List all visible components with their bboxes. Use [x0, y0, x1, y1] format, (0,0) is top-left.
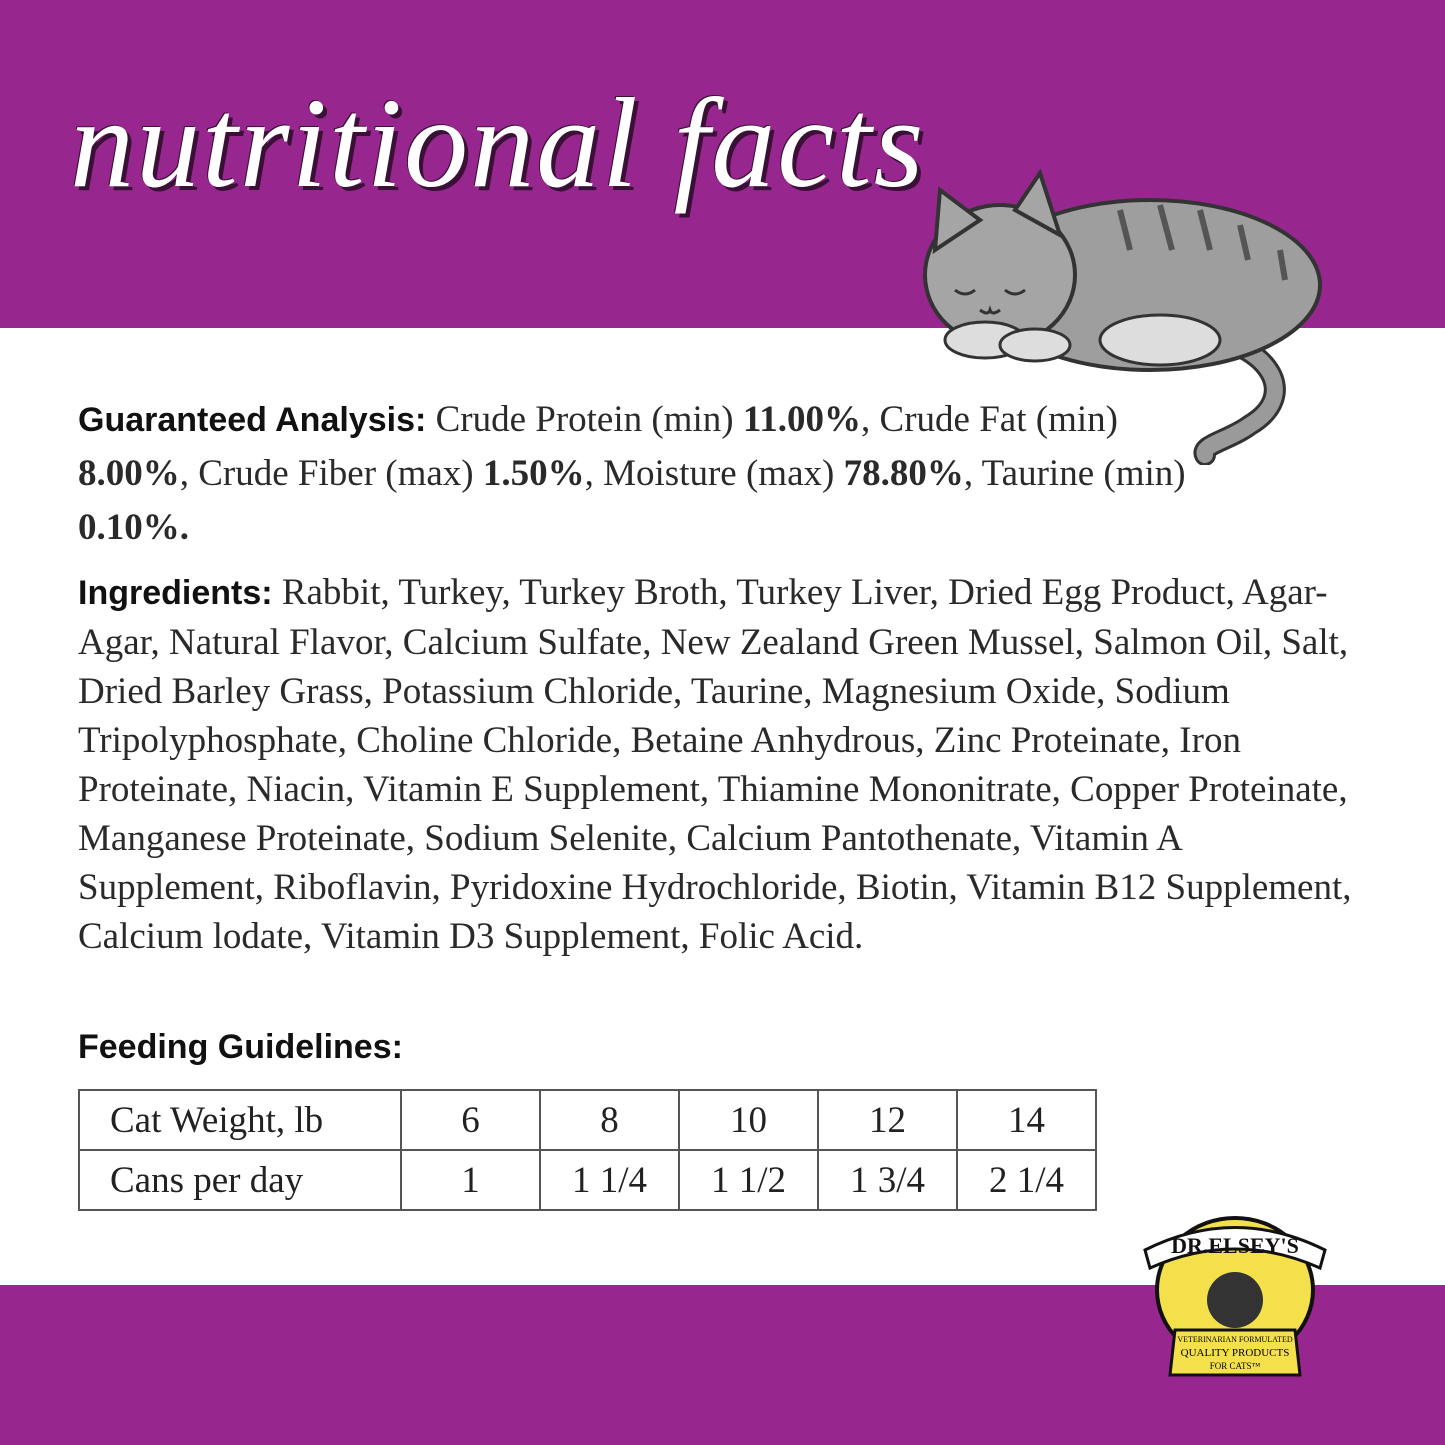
value: 8.00% [78, 453, 180, 494]
value: 11.00% [742, 399, 862, 440]
value: 0.10%. [78, 507, 189, 548]
logo-tagline: VETERINARIAN FORMULATED [1177, 1335, 1293, 1344]
feeding-title: Feeding Guidelines: [78, 1028, 403, 1066]
table-cell: 1 1/4 [539, 1149, 680, 1211]
title: nutritional facts [70, 72, 926, 214]
nutrient: , Crude Fiber (max) [179, 453, 483, 494]
table-cell: 1 3/4 [817, 1149, 958, 1211]
cat-illustration [923, 168, 1322, 465]
table-cell: 10 [678, 1089, 819, 1151]
guaranteed-analysis: Guaranteed Analysis: Crude Protein (min)… [78, 393, 1188, 555]
nutrient: , Crude Fat (min) [861, 399, 1118, 440]
table-cell: 12 [817, 1089, 958, 1151]
feeding-table: Cat Weight, lb 6 8 10 12 14 Cans per day 1 1 1/4… [78, 1089, 1097, 1211]
logo-brand: DR.ELSEY'S [1171, 1233, 1299, 1258]
table-row: Cans per day 1 1 1/4 1 1/2 1 3/4 2 1/4 [78, 1149, 1097, 1211]
logo-tagline: QUALITY PRODUCTS [1181, 1347, 1290, 1359]
table-cell: 8 [539, 1089, 680, 1151]
table-cell: Cans per day [78, 1149, 402, 1211]
ingredients-text: Rabbit, Turkey, Turkey Broth, Turkey Liv… [78, 572, 1352, 957]
table-row: Cat Weight, lb 6 8 10 12 14 [78, 1089, 1097, 1151]
nutrient: Crude Protein (min) [426, 399, 743, 440]
table-cell: Cat Weight, lb [78, 1089, 402, 1151]
table-cell: 2 1/4 [956, 1149, 1097, 1211]
table-cell: 1 1/2 [678, 1149, 819, 1211]
value: 1.50% [482, 453, 585, 494]
table-cell: 6 [400, 1089, 541, 1151]
logo: DR.ELSEY'S VETERINARIAN FORMULATED QUALI… [1143, 1216, 1327, 1377]
value: 78.80% [843, 453, 964, 494]
nutrient: , Moisture (max) [584, 453, 844, 494]
label: Guaranteed Analysis: [78, 401, 427, 439]
nutrient: , Taurine (min) [963, 453, 1186, 494]
label: Ingredients: [78, 574, 273, 612]
table-cell: 1 [400, 1149, 541, 1211]
table-cell: 14 [956, 1089, 1097, 1151]
ingredients: Ingredients: Rabbit, Turkey, Turkey Brot… [78, 568, 1368, 961]
logo-tagline: FOR CATS™ [1210, 1361, 1261, 1371]
